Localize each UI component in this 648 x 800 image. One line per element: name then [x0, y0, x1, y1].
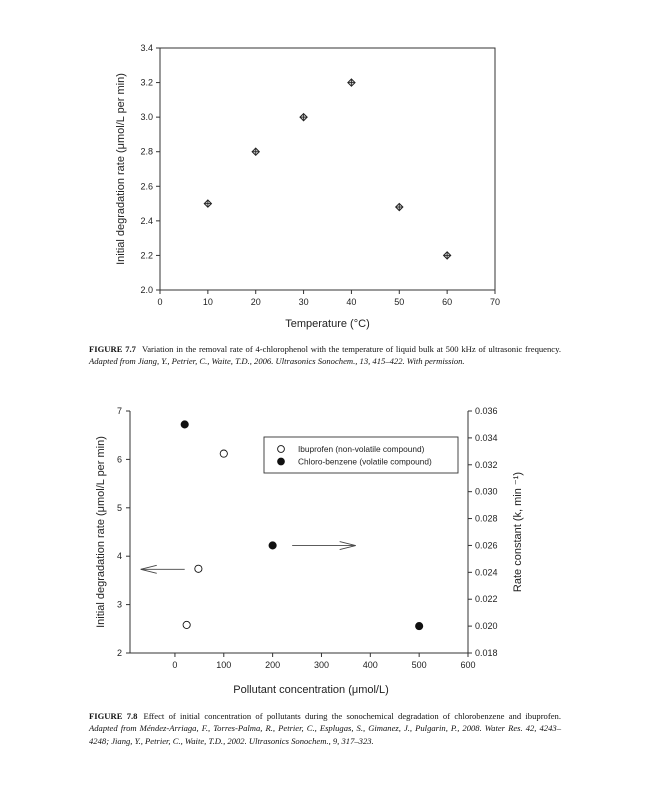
- y2-tick-label: 0.028: [475, 514, 498, 524]
- caption-text: Variation in the removal rate of 4-chlor…: [141, 344, 561, 354]
- y2-tick-label: 0.026: [475, 540, 498, 550]
- caption-source: Adapted from Méndez-Arriaga, F., Torres-…: [89, 723, 561, 746]
- left-arrow-icon: [140, 564, 185, 574]
- y-tick-label: 6: [117, 454, 122, 464]
- caption-text: Effect of initial concentration of pollu…: [143, 711, 561, 721]
- x-tick-label: 40: [346, 297, 356, 307]
- x-tick-label: 600: [460, 660, 475, 670]
- ibuprofen-point: [182, 620, 191, 629]
- ibuprofen-point: [219, 449, 228, 458]
- chlorobenzene-point: [180, 420, 189, 429]
- x-tick-label: 70: [490, 297, 500, 307]
- chlorobenzene-point: [268, 541, 277, 550]
- x-tick-label: 300: [314, 660, 329, 670]
- x-tick-label: 60: [442, 297, 452, 307]
- legend-label: Ibuprofen (non-volatile compound): [298, 444, 425, 454]
- y-tick-label: 3.4: [140, 43, 153, 53]
- x-tick-label: 20: [251, 297, 261, 307]
- x-tick-label: 400: [363, 660, 378, 670]
- data-point: [347, 78, 356, 87]
- y2-tick-label: 0.034: [475, 433, 498, 443]
- y2-tick-label: 0.032: [475, 460, 498, 470]
- legend-box: [263, 436, 459, 474]
- x-axis-label: Pollutant concentration (μmol/L): [233, 684, 389, 696]
- legend-label: Chloro-benzene (volatile compound): [298, 457, 432, 467]
- y2-tick-label: 0.018: [475, 648, 498, 658]
- y2-axis-label: Rate constant (k, min ⁻¹): [512, 472, 524, 592]
- y2-tick-label: 0.020: [475, 621, 498, 631]
- x-tick-label: 500: [412, 660, 427, 670]
- y-tick-label: 7: [117, 406, 122, 416]
- right-arrow-icon: [292, 541, 356, 550]
- y-tick-label: 3.0: [140, 112, 153, 122]
- x-tick-label: 50: [394, 297, 404, 307]
- y-tick-label: 2: [117, 648, 122, 658]
- x-axis-label: Temperature (°C): [285, 318, 369, 330]
- figure-7-7-caption: FIGURE 7.7 Variation in the removal rate …: [89, 343, 561, 368]
- plot-frame: [159, 47, 496, 291]
- y-tick-label: 2.6: [140, 181, 153, 191]
- x-tick-label: 100: [216, 660, 231, 670]
- figure-7-8-caption: FIGURE 7.8 Effect of initial concentratio…: [89, 710, 561, 747]
- arrow-head: [140, 564, 157, 574]
- y2-tick-label: 0.022: [475, 594, 498, 604]
- legend-marker: [277, 457, 285, 466]
- y-tick-label: 2.2: [140, 250, 153, 260]
- y-tick-label: 2.0: [140, 285, 153, 295]
- y2-tick-label: 0.024: [475, 567, 498, 577]
- x-tick-label: 10: [203, 297, 213, 307]
- data-point: [251, 147, 261, 157]
- y-axis-label: Initial degradation rate (μmol/L per min…: [95, 436, 107, 628]
- data-point: [394, 202, 404, 212]
- ibuprofen-point: [194, 564, 203, 573]
- arrow-head: [339, 541, 356, 550]
- legend: Ibuprofen (non-volatile compound) Chloro-…: [263, 436, 459, 474]
- x-tick-label: 30: [299, 297, 309, 307]
- data-point: [203, 199, 213, 208]
- y-tick-label: 3: [117, 600, 122, 610]
- x-tick-label: 0: [172, 660, 177, 670]
- figure-label: FIGURE 7.7: [89, 344, 136, 354]
- figure-label: FIGURE 7.8: [89, 711, 138, 721]
- x-tick-label: 200: [265, 660, 280, 670]
- y-tick-label: 4: [117, 551, 122, 561]
- y-tick-label: 5: [117, 503, 122, 513]
- y-tick-label: 3.2: [140, 78, 153, 88]
- y-tick-label: 2.8: [140, 147, 153, 157]
- legend-marker: [277, 445, 285, 453]
- y-axis-label: Initial degradation rate (μmol/L per min…: [115, 73, 127, 265]
- y-tick-label: 2.4: [140, 216, 153, 226]
- data-point: [442, 251, 452, 260]
- y2-tick-label: 0.036: [475, 406, 498, 416]
- y2-tick-label: 0.030: [475, 487, 498, 497]
- chlorobenzene-point: [415, 622, 424, 631]
- x-tick-label: 0: [157, 297, 162, 307]
- data-point: [299, 112, 308, 122]
- caption-source: Adapted from Jiang, Y., Petrier, C., Wai…: [89, 356, 465, 367]
